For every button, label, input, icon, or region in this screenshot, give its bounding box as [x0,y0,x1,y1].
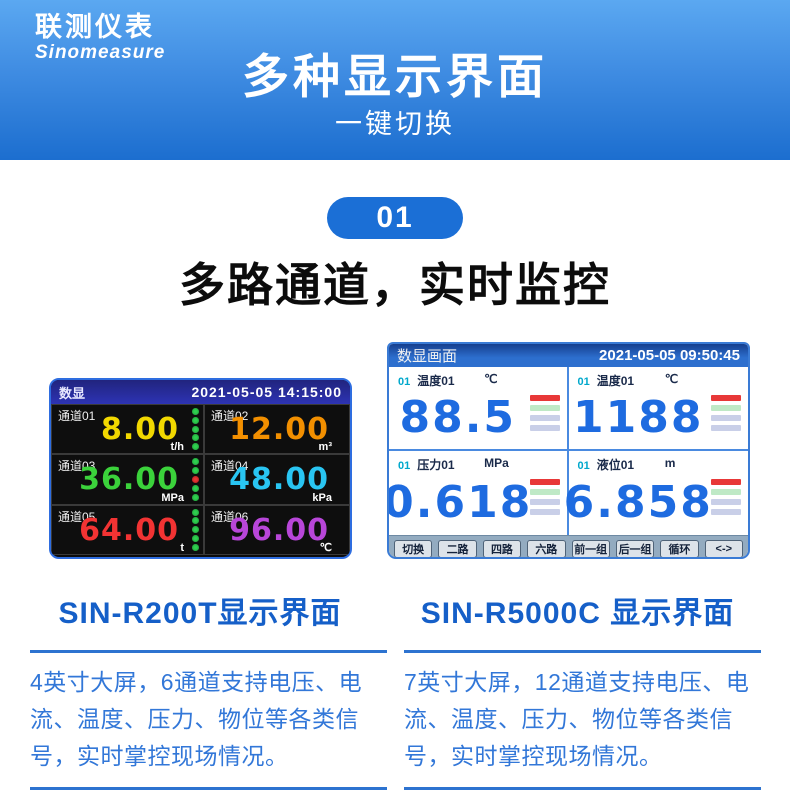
channel-label: 通道06 [211,509,249,524]
channel-number: 01 [398,460,411,472]
channel-label: 温度01 [417,374,455,388]
section-title: 多路通道，实时监控 [179,259,611,311]
caption-r5000c: SIN-R5000C 显示界面 [420,597,735,630]
channel-value: 64.00 [79,512,179,548]
device-screen-r5000c: 数显画面 2021-05-05 09:50:45 01 温度01 ℃ 88.5 0… [387,342,750,559]
device-screen-r200t: 数显 2021-05-05 14:15:00 通道01 8.00 t/h 通道0… [49,378,352,559]
brand-logo-en: Sinomeasure [35,42,166,63]
channel-number: 01 [577,376,590,388]
channel-cell-05: 通道05 64.00 t [51,504,204,555]
r200t-titlebar: 数显 2021-05-05 14:15:00 [51,380,350,404]
channel-label: 通道01 [58,409,96,423]
channel-label: 温度01 [596,374,635,388]
status-bar-indicator [711,395,741,431]
channel-unit: m [664,456,676,470]
r5000c-button-bar: 切换 二路 四路 六路 前一组 后一组 循环 <-> [389,535,748,557]
channel-value: 36.00 [79,462,179,498]
channel-unit: MPa [484,456,509,470]
button-cycle[interactable]: 循环 [660,539,699,557]
r5000c-datetime: 2021-05-05 09:50:45 [599,347,740,364]
channel-cell-03: 通道03 36.00 MPa [51,454,204,505]
channel-unit: t [180,541,184,554]
channel-label: 液位01 [596,458,635,472]
button-4ch[interactable]: 四路 [482,539,522,557]
r5000c-channel-grid: 01 温度01 ℃ 88.5 01 温度01 ℃ 1188 [389,367,748,535]
channel-cell-02: 通道02 12.00 m³ [204,404,350,455]
channel-label: 通道03 [58,459,96,474]
channel-value: 6.858 [563,476,713,528]
led-indicator-strip [191,408,200,451]
channel-unit: ℃ [664,372,679,386]
status-bar-indicator [529,395,560,431]
channel-value: 12.00 [229,411,329,447]
channel-value: 8.00 [100,411,179,447]
channel-cell-temp1: 01 温度01 ℃ 88.5 [389,367,569,451]
channel-label: 通道05 [58,509,96,524]
caption-r200t: SIN-R200T显示界面 [58,597,342,630]
button-prev-group[interactable]: 前一组 [571,539,610,557]
channel-cell-level: 01 液位01 m 6.858 [563,451,748,535]
channel-number: 01 [398,376,411,388]
channel-unit: kPa [312,491,332,504]
brand-logo-cn: 联测仪表 [35,12,155,42]
r200t-datetime: 2021-05-05 14:15:00 [191,384,342,400]
channel-number: 01 [577,460,590,472]
channel-value: 96.00 [229,512,329,548]
r200t-channel-grid: 通道01 8.00 t/h 通道02 12.00 m³ 通道03 36.00 M… [51,404,350,555]
description-r5000c: 7英寸大屏，12通道支持电压、电流、温度、压力、物位等各类信号，实时掌控现场情况… [404,650,761,790]
channel-cell-04: 通道04 48.00 kPa [204,454,350,505]
channel-label: 通道02 [211,409,249,423]
section-number-badge: 01 [327,197,463,239]
led-indicator-strip [191,458,200,501]
channel-unit: m³ [318,441,332,454]
channel-unit: MPa [161,491,184,504]
button-next-group[interactable]: 后一组 [615,539,655,557]
page-header: 联测仪表 Sinomeasure 多种显示界面 一键切换 [0,0,790,160]
button-2ch[interactable]: 二路 [438,539,477,557]
status-bar-indicator [711,479,741,515]
r5000c-titlebar: 数显画面 2021-05-05 09:50:45 [389,344,748,367]
channel-label: 压力01 [417,458,455,472]
channel-value: 88.5 [399,391,517,443]
channel-unit: t/h [170,441,184,454]
led-indicator-strip [191,508,200,551]
button-6ch[interactable]: 六路 [527,539,566,557]
channel-cell-01: 通道01 8.00 t/h [51,404,204,455]
status-bar-indicator [529,479,560,515]
header-subtitle: 一键切换 [335,109,455,139]
channel-cell-pressure: 01 压力01 MPa 0.618 [389,451,569,535]
channel-cell-06: 通道06 96.00 ℃ [204,504,350,555]
channel-value: 48.00 [229,462,329,498]
channel-label: 通道04 [211,459,249,474]
button-arrows[interactable]: <-> [704,539,743,557]
r200t-screen-title: 数显 [59,385,86,401]
channel-cell-temp2: 01 温度01 ℃ 1188 [568,367,748,451]
channel-unit: ℃ [484,372,498,386]
brand-logo: 联测仪表 Sinomeasure [35,12,165,64]
channel-unit: ℃ [319,541,332,554]
button-switch[interactable]: 切换 [394,539,433,557]
description-r200t: 4英寸大屏，6通道支持电压、电流、温度、压力、物位等各类信号，实时掌控现场情况。 [30,650,387,790]
channel-value: 1188 [573,391,704,443]
header-title: 多种显示界面 [242,50,548,103]
channel-value: 0.618 [387,476,533,528]
r5000c-screen-title: 数显画面 [397,349,458,365]
